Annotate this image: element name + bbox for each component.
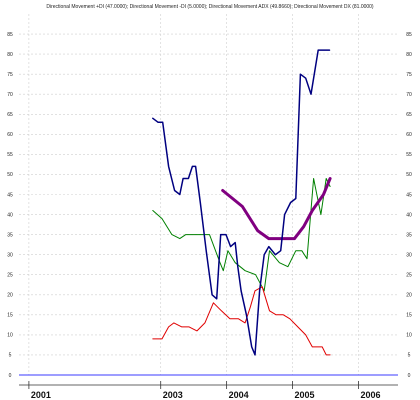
y-tick-label-left: 45 [7, 192, 13, 198]
x-tick-label: 2006 [360, 390, 380, 400]
y-axis-left: 0 5 10 15 20 25 30 35 40 45 50 55 60 65 70 75 80 85 [7, 32, 13, 379]
y-tick-label-right: 40 [406, 212, 412, 218]
y-tick-label-right: 20 [406, 293, 412, 299]
x-tick-label: 2004 [229, 390, 249, 400]
y-tick-label-right: 75 [406, 72, 412, 78]
x-tick-label: 2003 [163, 390, 183, 400]
x-tick-label: 2001 [31, 390, 51, 400]
y-tick-label-right: 60 [406, 132, 412, 138]
y-tick-label-left: 15 [7, 313, 13, 319]
x-tick-label: 2005 [295, 390, 315, 400]
y-tick-label-left: 0 [9, 373, 12, 379]
y-tick-label-right: 70 [406, 92, 412, 98]
grid [19, 14, 398, 376]
series-layer [152, 49, 332, 356]
y-tick-label-right: 80 [406, 52, 412, 58]
y-tick-label-right: 55 [406, 152, 412, 158]
y-tick-label-left: 30 [7, 252, 13, 258]
y-tick-label-left: 10 [7, 333, 13, 339]
series-line-di [152, 178, 331, 292]
y-tick-label-left: 60 [7, 132, 13, 138]
y-tick-label-left: 50 [7, 172, 13, 178]
chart-title: Directional Movement +DI (47.0000); Dire… [46, 4, 374, 10]
series-line-di [152, 286, 331, 356]
y-tick-label-right: 65 [406, 112, 412, 118]
y-tick-label-left: 75 [7, 72, 13, 78]
y-tick-label-left: 40 [7, 212, 13, 218]
y-tick-label-right: 45 [406, 192, 412, 198]
series-line-dx [152, 49, 331, 356]
series-line-adx [221, 177, 332, 241]
y-tick-label-right: 50 [406, 172, 412, 178]
y-tick-label-right: 35 [406, 232, 412, 238]
y-tick-label-left: 25 [7, 273, 13, 279]
y-tick-label-right: 0 [408, 373, 411, 379]
y-tick-label-left: 80 [7, 52, 13, 58]
y-tick-label-left: 20 [7, 293, 13, 299]
y-axis-right: 0 5 10 15 20 25 30 35 40 45 50 55 60 65 70 75 80 85 [406, 32, 412, 379]
y-tick-label-left: 70 [7, 92, 13, 98]
y-tick-label-left: 5 [9, 353, 12, 359]
y-tick-label-left: 65 [7, 112, 13, 118]
y-tick-label-left: 35 [7, 232, 13, 238]
y-tick-label-right: 30 [406, 252, 412, 258]
y-tick-label-right: 10 [406, 333, 412, 339]
y-tick-label-right: 15 [406, 313, 412, 319]
y-tick-label-left: 85 [7, 32, 13, 38]
y-tick-label-right: 5 [408, 353, 411, 359]
y-tick-label-right: 25 [406, 273, 412, 279]
y-tick-label-left: 55 [7, 152, 13, 158]
x-axis: 2001 2003 2004 2005 2006 [19, 381, 398, 400]
y-tick-label-right: 85 [406, 32, 412, 38]
